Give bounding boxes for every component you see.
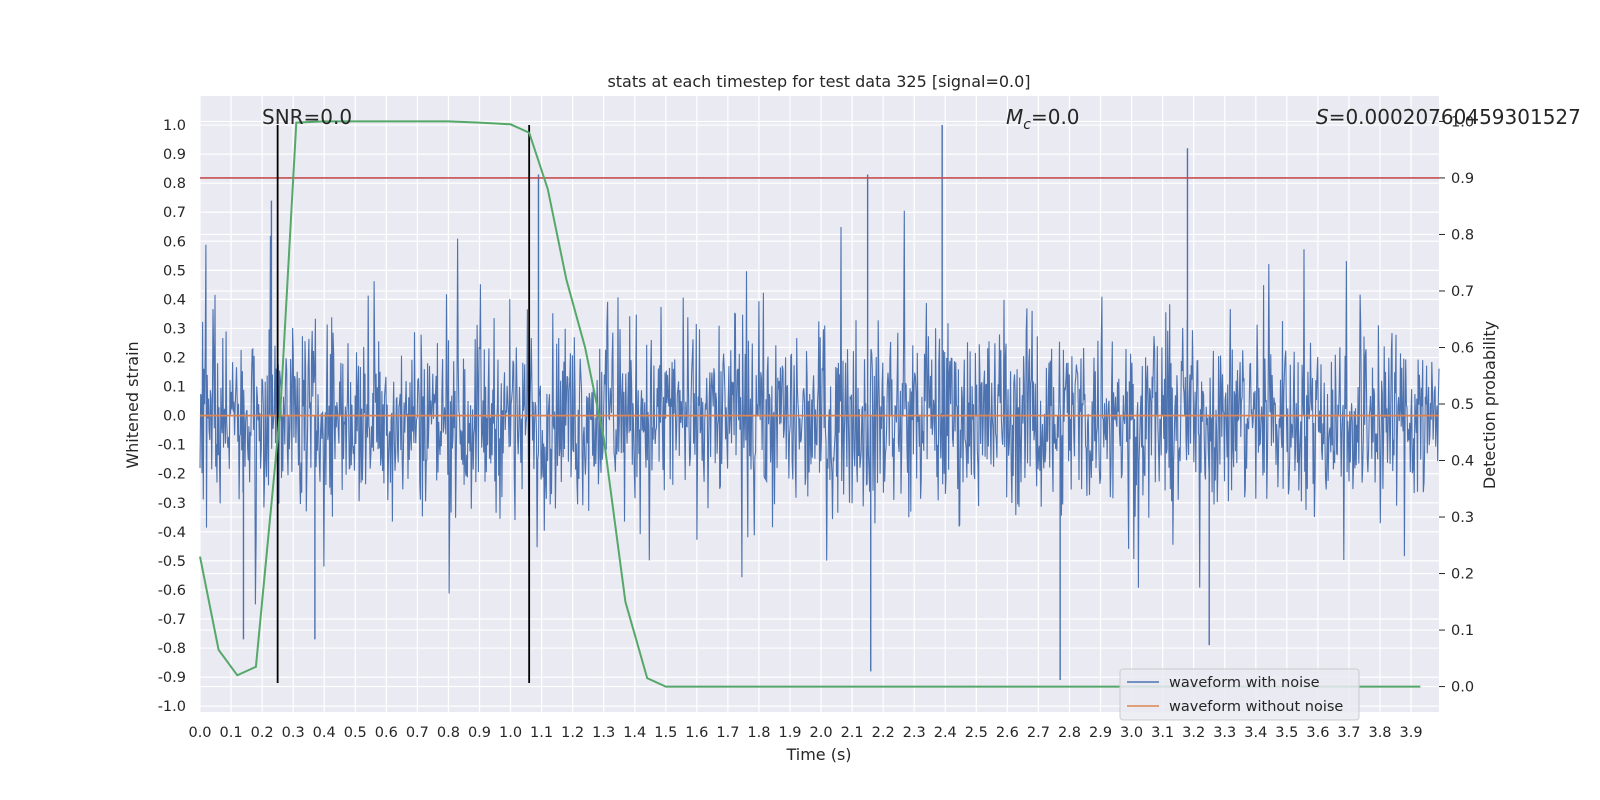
x-tick-label: 3.2	[1182, 725, 1205, 741]
x-tick-label: 2.1	[841, 725, 864, 741]
y-axis-right-label: Detection probability	[1480, 321, 1499, 489]
y-tick-label-right: 0.6	[1451, 340, 1474, 356]
noise-series-path	[199, 210, 1440, 605]
y-tick-label-left: 0.3	[163, 321, 186, 337]
x-tick-label: 3.1	[1151, 725, 1174, 741]
x-tick-label: 0.8	[437, 725, 460, 741]
x-tick-label: 3.4	[1244, 725, 1267, 741]
y-tick-label-left: 1.0	[163, 118, 186, 134]
mc-subscript: c	[1023, 117, 1031, 133]
y-tick-label-left: 0.0	[163, 409, 186, 425]
ticks: 0.0 0.1 0.2 0.3 0.4 0.5 0.6 0.7 0.8 0.9 1.0 1.1 1.2 1…	[158, 114, 1474, 741]
y-tick-label-left: -0.7	[158, 612, 186, 628]
noise-waveform	[199, 125, 1440, 681]
y-tick-label-left: -0.8	[158, 641, 186, 657]
y-tick-label-left: 0.8	[163, 176, 186, 192]
y-tick-label-left: 0.5	[163, 263, 186, 279]
y-tick-label-left: 0.2	[163, 351, 186, 367]
x-tick-label: 2.2	[872, 725, 895, 741]
snr-annotation: SNR=0.0	[262, 105, 352, 129]
y-tick-label-left: -0.6	[158, 583, 186, 599]
x-tick-label: 0.3	[282, 725, 305, 741]
y-tick-label-right: 0.1	[1451, 623, 1474, 639]
y-tick-label-right: 0.9	[1451, 171, 1474, 187]
y-tick-label-left: -0.2	[158, 467, 186, 483]
x-tick-label: 2.4	[934, 725, 957, 741]
y-tick-label-left: -0.1	[158, 438, 186, 454]
y-tick-label-right: 0.8	[1451, 227, 1474, 243]
y-tick-label-right: 0.2	[1451, 567, 1474, 583]
x-tick-label: 2.7	[1027, 725, 1050, 741]
x-tick-label: 0.9	[468, 725, 491, 741]
x-tick-label: 2.3	[903, 725, 926, 741]
y-tick-label-right: 0.5	[1451, 397, 1474, 413]
s-symbol: S	[1316, 105, 1329, 129]
x-tick-label: 3.3	[1213, 725, 1236, 741]
x-tick-label: 2.5	[965, 725, 988, 741]
y-tick-label-left: -0.4	[158, 525, 186, 541]
chart-title: stats at each timestep for test data 325…	[607, 72, 1030, 91]
detection-probability-line	[199, 120, 1421, 688]
x-tick-label: 3.9	[1400, 725, 1423, 741]
x-tick-label: 0.6	[375, 725, 398, 741]
x-tick-label: 0.7	[406, 725, 429, 741]
x-tick-label: 1.4	[623, 725, 646, 741]
mc-value: =0.0	[1031, 105, 1080, 129]
x-tick-label: 1.1	[530, 725, 553, 741]
y-tick-label-left: -0.3	[158, 496, 186, 512]
y-tick-label-right: 0.0	[1451, 680, 1474, 696]
legend: waveform with noise waveform without noi…	[1119, 668, 1360, 721]
y-tick-label-right: 0.3	[1451, 510, 1474, 526]
y-tick-label-right: 0.7	[1451, 284, 1474, 300]
x-tick-label: 3.6	[1306, 725, 1329, 741]
legend-box	[1119, 668, 1360, 721]
y-tick-label-left: 0.9	[163, 147, 186, 163]
x-tick-label: 2.8	[1058, 725, 1081, 741]
s-value: =0.00020760459301527	[1329, 105, 1581, 129]
y-tick-label-right: 0.4	[1451, 454, 1474, 470]
y-tick-label-left: 0.4	[163, 292, 186, 308]
legend-label-noise: waveform with noise	[1169, 675, 1320, 691]
x-tick-label: 2.0	[810, 725, 833, 741]
x-tick-label: 1.7	[716, 725, 739, 741]
x-tick-label: 0.1	[220, 725, 243, 741]
y-tick-label-left: 0.1	[163, 380, 186, 396]
x-tick-label: 1.6	[685, 725, 708, 741]
s-annotation: S=0.00020760459301527	[1316, 105, 1581, 129]
x-tick-label: 3.5	[1275, 725, 1298, 741]
y-tick-label-right: 1.0	[1451, 114, 1474, 130]
x-tick-label: 1.3	[592, 725, 615, 741]
legend-label-clean: waveform without noise	[1169, 699, 1343, 715]
y-tick-label-left: -0.9	[158, 670, 186, 686]
x-tick-label: 1.8	[747, 725, 770, 741]
x-tick-label: 0.5	[344, 725, 367, 741]
y-axis-left-label: Whitened strain	[123, 341, 142, 468]
x-axis-label: Time (s)	[785, 745, 851, 764]
y-tick-label-left: 0.7	[163, 205, 186, 221]
x-tick-label: 2.9	[1089, 725, 1112, 741]
x-tick-label: 0.2	[251, 725, 274, 741]
mc-annotation: Mc=0.0	[1006, 105, 1080, 133]
x-tick-label: 3.7	[1337, 725, 1360, 741]
mc-symbol: M	[1006, 105, 1023, 129]
x-tick-label: 1.5	[654, 725, 677, 741]
x-tick-label: 1.0	[499, 725, 522, 741]
y-tick-label-left: 0.6	[163, 234, 186, 250]
series-lines	[199, 120, 1439, 688]
x-tick-label: 3.8	[1368, 725, 1391, 741]
x-tick-label: 3.0	[1120, 725, 1143, 741]
x-tick-label: 2.6	[996, 725, 1019, 741]
x-tick-label: 0.0	[188, 725, 211, 741]
x-tick-label: 0.4	[313, 725, 336, 741]
x-tick-label: 1.2	[561, 725, 584, 741]
x-tick-label: 1.9	[778, 725, 801, 741]
y-tick-label-left: -0.5	[158, 554, 186, 570]
y-tick-label-left: -1.0	[158, 699, 186, 715]
